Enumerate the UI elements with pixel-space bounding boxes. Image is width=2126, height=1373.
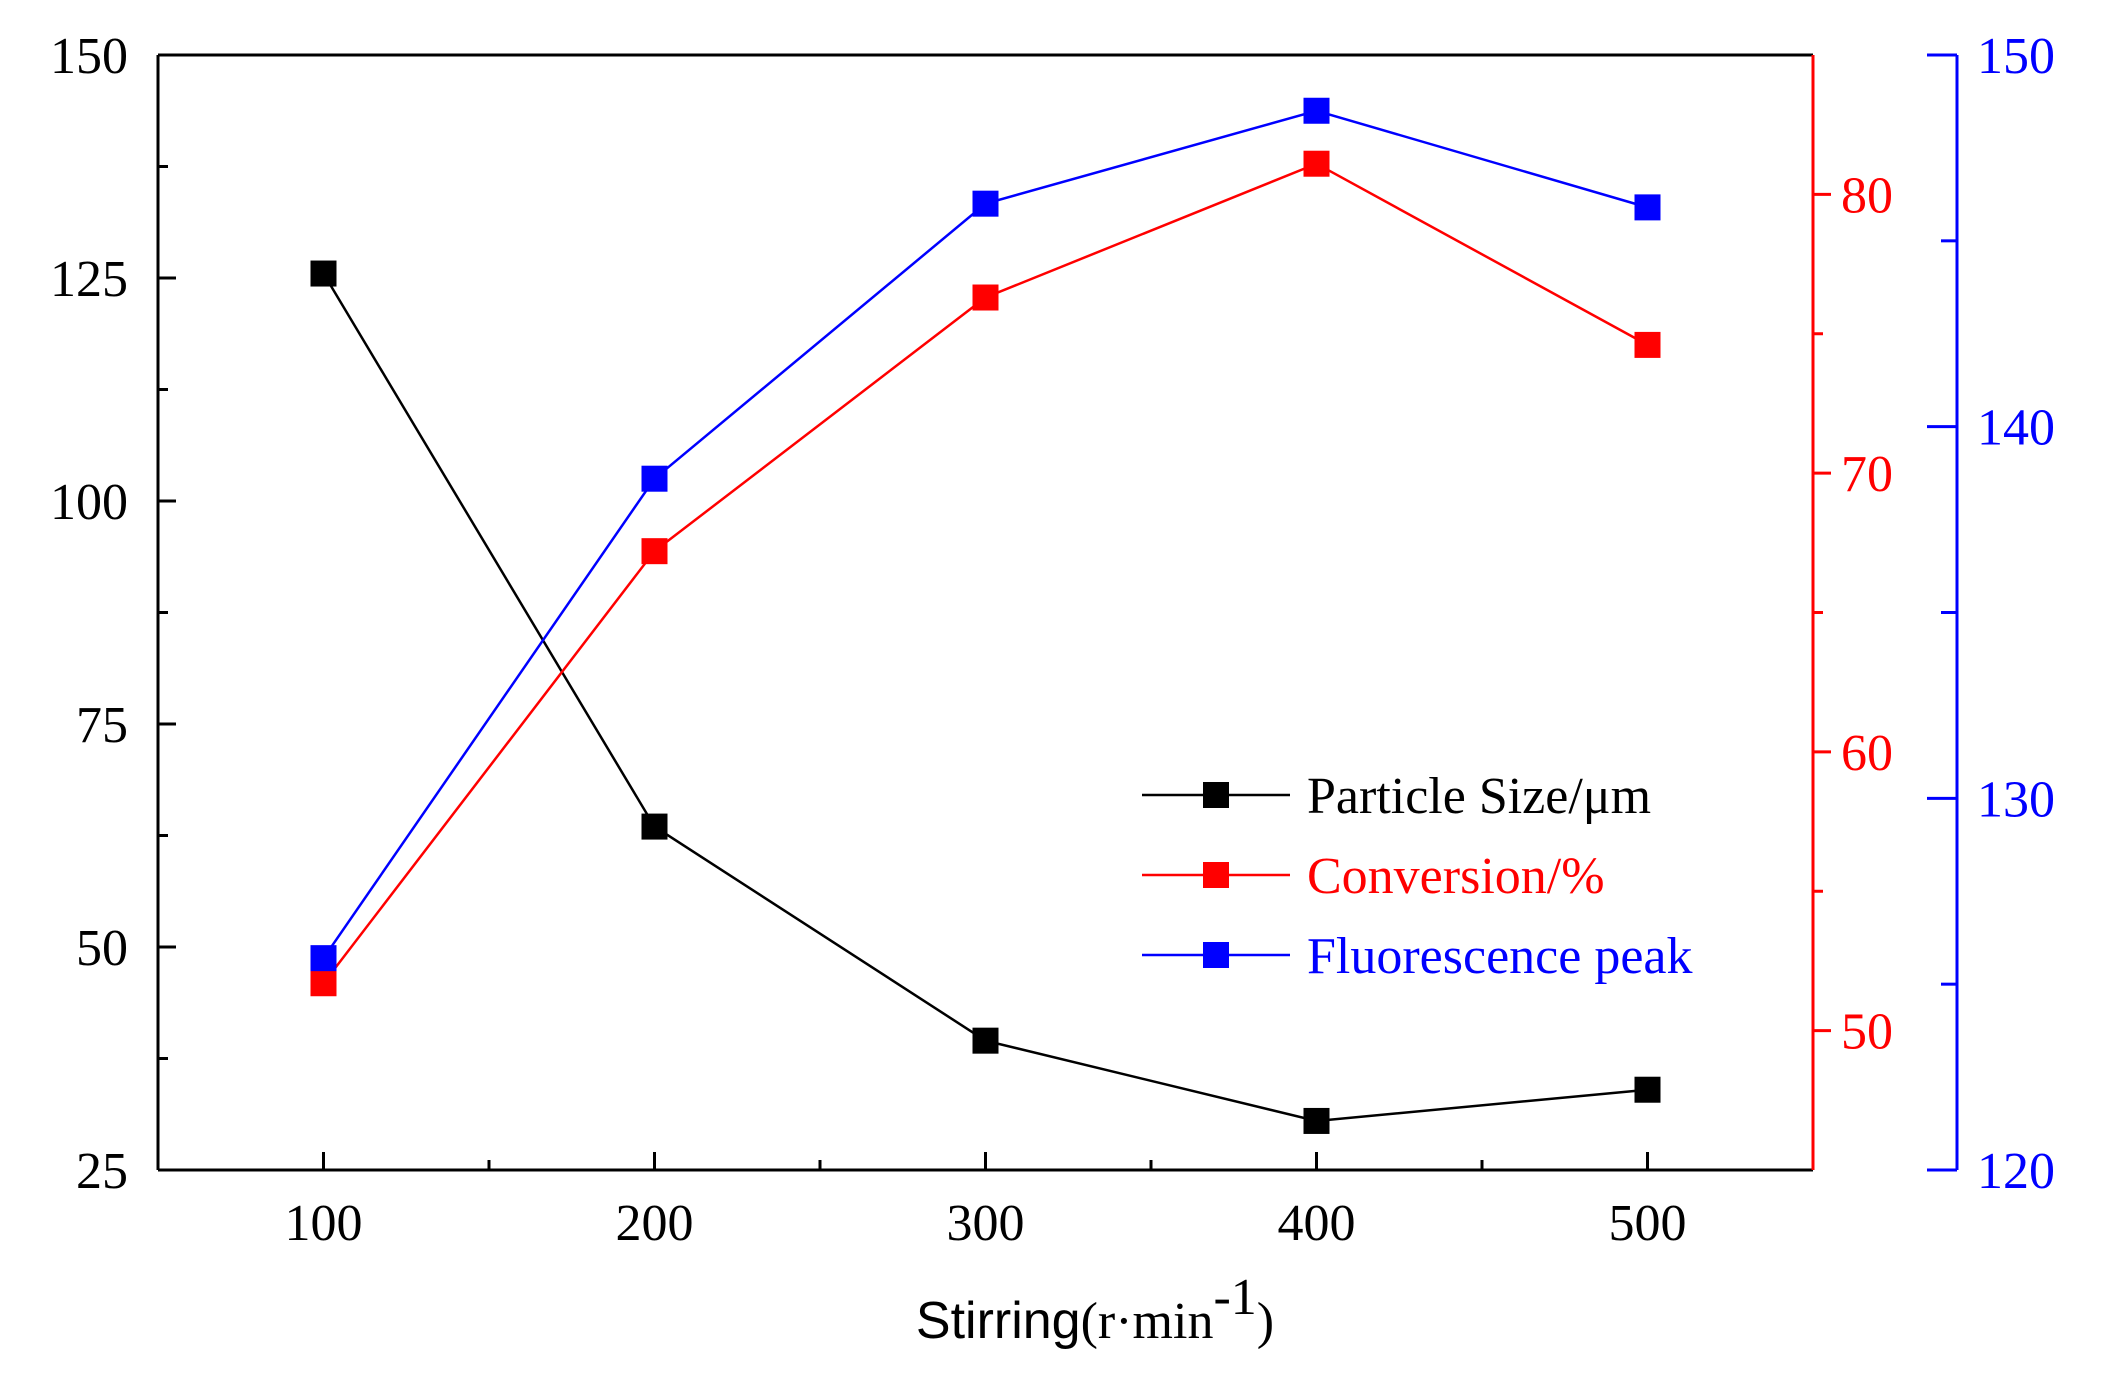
far-right-y-tick-label: 130 <box>1977 771 2055 828</box>
axis-tick-labels: 100 200 300 400 500 25 50 75 100 125 150 50 60 70 80 12… <box>50 28 2055 1252</box>
far-right-y-tick-label: 120 <box>1977 1143 2055 1200</box>
right-y-tick-label: 60 <box>1841 725 1893 782</box>
legend-marker <box>1203 862 1229 888</box>
x-tick-label: 200 <box>616 1195 694 1252</box>
x-tick-label: 400 <box>1278 1195 1356 1252</box>
far-right-y-tick-label: 150 <box>1977 28 2055 85</box>
series-0-marker <box>972 1027 999 1054</box>
series-1-marker <box>1303 150 1330 177</box>
x-axis-title-exponent: -1 <box>1213 1269 1256 1326</box>
series-1-marker <box>641 538 668 565</box>
right-y-tick-label: 70 <box>1841 446 1893 503</box>
series-2-marker <box>1634 194 1661 221</box>
legend-label: Particle Size/μm <box>1307 768 1651 825</box>
series-2-marker <box>641 465 668 492</box>
right-y-tick-label: 80 <box>1841 167 1893 224</box>
right-y-tick-label: 50 <box>1841 1004 1893 1061</box>
series-1-marker <box>972 284 999 311</box>
x-axis-title: Stirring(r·min-1) <box>916 1269 1274 1350</box>
legend-marker <box>1203 782 1229 808</box>
x-tick-label: 100 <box>285 1195 363 1252</box>
x-tick-label: 500 <box>1609 1195 1687 1252</box>
series-0-marker <box>310 260 337 287</box>
series-1-marker <box>1634 331 1661 358</box>
series-0-marker <box>641 813 668 840</box>
series-2-marker <box>310 945 337 972</box>
left-y-tick-label: 75 <box>76 697 128 754</box>
x-axis-title-close: ) <box>1257 1293 1274 1350</box>
series-markers <box>310 97 1661 1134</box>
left-y-tick-label: 150 <box>50 28 128 85</box>
axis-ticks <box>158 53 1957 1172</box>
series-2-marker <box>972 190 999 217</box>
left-y-tick-label: 100 <box>50 474 128 531</box>
legend-label: Conversion/% <box>1307 848 1605 905</box>
series-0-marker <box>1634 1076 1661 1103</box>
far-right-y-tick-label: 140 <box>1977 400 2055 457</box>
x-tick-label: 300 <box>947 1195 1025 1252</box>
x-axis-title-unit: (r·min <box>1081 1293 1214 1350</box>
left-y-tick-label: 50 <box>76 920 128 977</box>
left-y-tick-label: 25 <box>76 1143 128 1200</box>
series-2-marker <box>1303 97 1330 124</box>
legend-marker <box>1203 942 1229 968</box>
x-axis-title-main: Stirring <box>916 1292 1081 1350</box>
legend: Particle Size/μm Conversion/% Fluorescence… <box>1142 768 1692 985</box>
series-0-marker <box>1303 1107 1330 1134</box>
legend-label: Fluorescence peak <box>1307 928 1692 985</box>
series-1-marker <box>310 970 337 997</box>
left-y-tick-label: 125 <box>50 251 128 308</box>
